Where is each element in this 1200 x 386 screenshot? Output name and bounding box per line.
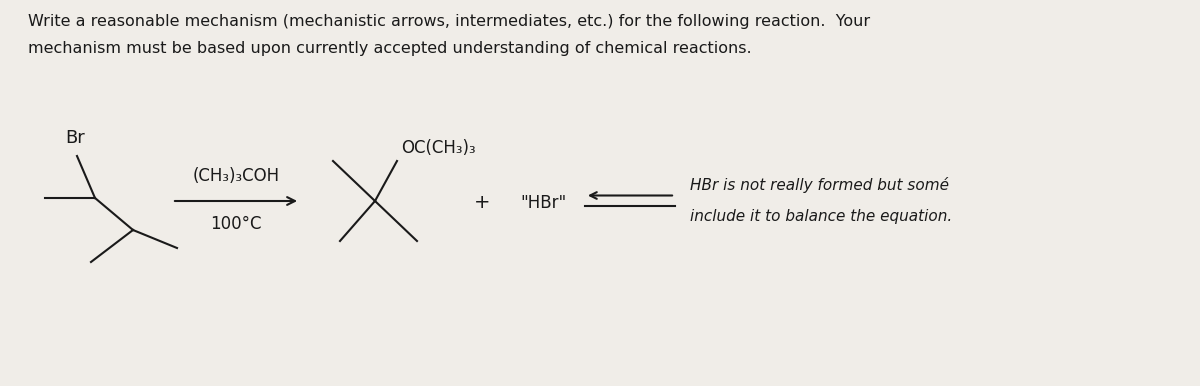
Text: (CH₃)₃COH: (CH₃)₃COH [192,167,280,185]
Text: OC(CH₃)₃: OC(CH₃)₃ [401,139,475,157]
Text: HBr is not really formed but somé: HBr is not really formed but somé [690,177,949,193]
Text: Write a reasonable mechanism (mechanistic arrows, intermediates, etc.) for the f: Write a reasonable mechanism (mechanisti… [28,14,870,29]
Text: +: + [474,193,491,213]
Text: 100°C: 100°C [210,215,262,233]
Text: mechanism must be based upon currently accepted understanding of chemical reacti: mechanism must be based upon currently a… [28,41,751,56]
Text: include it to balance the equation.: include it to balance the equation. [690,210,953,225]
Text: Br: Br [65,129,85,147]
Text: "HBr": "HBr" [520,194,566,212]
